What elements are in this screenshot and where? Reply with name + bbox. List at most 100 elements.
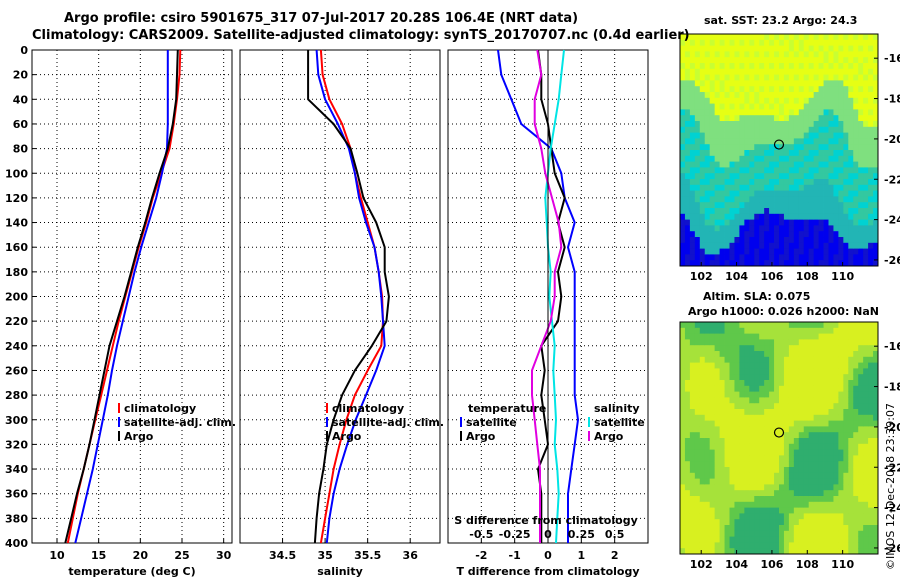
difference-xtick-label: -2 [475,549,487,562]
salinity-diff-tick-label: -0.25 [499,528,531,541]
sla-lat-label: -18 [884,381,900,394]
salinity-xtick-label: 36 [403,549,419,562]
sla-lon-label: 102 [690,558,713,571]
depth-tick-label: 160 [5,241,28,254]
sst-map-title: sat. SST: 23.2 Argo: 24.3 [704,14,858,27]
sst-lon-label: 108 [796,270,819,283]
sst-lat-label: -26 [884,254,900,267]
sla-lat-label: -16 [884,340,900,353]
sst-lon-label: 110 [831,270,854,283]
depth-tick-label: 340 [5,463,28,476]
sla-lat-label: -24 [884,502,900,515]
sla-lon-label: 104 [725,558,748,571]
sst-map-frame [679,33,879,267]
depth-tick-label: 180 [5,266,28,279]
sla-lat-label: -20 [884,421,900,434]
depth-tick-label: 360 [5,488,28,501]
salinity-series-satellite-adj-clim- [315,49,386,544]
temperature-xtick-label: 10 [49,549,65,562]
sst-lon-label: 104 [725,270,748,283]
sla-map [680,322,879,555]
depth-tick-label: 0 [20,44,28,57]
depth-tick-label: 100 [5,167,28,180]
salinity-xtick-label: 35 [317,549,332,562]
temperature-series-argo [64,49,179,544]
sla-argo-marker [773,427,785,438]
salinity-diff-axis-label: S difference from climatology [454,514,638,527]
sla-lon-label: 110 [831,558,854,571]
sla-map-frame [679,321,879,555]
tdiff-legend-label: Argo [466,430,496,443]
depth-tick-label: 380 [5,512,28,525]
salinity-diff-tick-label: -0.5 [469,528,493,541]
temperature-xtick-label: 20 [133,549,149,562]
temperature-legend-label: satellite-adj. clim. [124,416,236,429]
temperature-xtick-label: 25 [174,549,189,562]
sdiff-legend-label: satellite [594,416,645,429]
depth-tick-label: 120 [5,192,28,205]
temperature-legend-label: Argo [124,430,154,443]
difference-xtick-label: 1 [578,549,586,562]
salinity-legend-label: satellite-adj. clim. [332,416,444,429]
depth-tick-label: 400 [5,537,28,550]
salinity-xtick-label: 35.5 [354,549,381,562]
imos-stamp: ©IMOS 12-Dec-2018 23:39:07 [884,403,897,570]
depth-tick-label: 280 [5,389,28,402]
sst-lat-label: -18 [884,93,900,106]
difference-series-temperature-satellite [497,49,579,543]
salinity-legend-label: Argo [332,430,362,443]
salinity-series-argo [307,50,390,544]
depth-tick-label: 140 [5,217,28,230]
difference-series-salinity-argo [531,49,563,543]
difference-xtick-label: -1 [509,549,521,562]
sst-lat-label: -20 [884,133,900,146]
salinity-series-climatology [319,49,384,544]
depth-tick-label: 40 [13,93,29,106]
depth-tick-label: 300 [5,414,28,427]
sla-lat-label: -26 [884,542,900,555]
sla-map-subtitle: Argo h1000: 0.026 h2000: NaN [688,305,880,318]
sla-lat-label: -22 [884,461,900,474]
temp-legend-title: temperature [468,402,546,415]
difference-xtick-label: 0 [544,549,552,562]
sal-legend-title: salinity [594,402,640,415]
sdiff-legend-label: Argo [594,430,624,443]
temperature-xtick-label: 15 [91,549,106,562]
salinity-diff-tick-label: 0.5 [605,528,625,541]
sst-lat-label: -22 [884,173,900,186]
sla-lon-label: 106 [760,558,783,571]
depth-tick-label: 60 [13,118,29,131]
difference-xtick-label: 2 [611,549,619,562]
tdiff-legend-label: satellite [466,416,517,429]
sla-map-title: Altim. SLA: 0.075 [703,290,811,303]
depth-tick-label: 320 [5,438,28,451]
temperature-xlabel: temperature (deg C) [68,565,195,578]
sst-argo-marker [773,139,785,150]
depth-tick-label: 200 [5,291,28,304]
sst-lon-label: 106 [760,270,783,283]
difference-series-salinity-satellite [544,49,565,544]
salinity-xlabel: salinity [317,565,363,578]
figure-title-line2: Climatology: CARS2009. Satellite-adjuste… [32,28,690,43]
depth-tick-label: 240 [5,340,28,353]
salinity-diff-tick-label: 0.25 [568,528,595,541]
sst-lat-label: -16 [884,52,900,65]
salinity-legend-label: climatology [332,402,404,415]
temperature-xtick-label: 30 [216,549,232,562]
depth-tick-label: 220 [5,315,28,328]
sst-lon-label: 102 [690,270,713,283]
salinity-frame [239,49,441,544]
sst-map [680,34,879,267]
sla-lon-label: 108 [796,558,819,571]
temperature-series-satellite-adj-clim- [74,50,169,544]
depth-tick-label: 260 [5,364,28,377]
temperature-legend-label: climatology [124,402,196,415]
difference-series-temperature-argo [537,49,566,543]
depth-tick-label: 80 [13,143,29,156]
depth-tick-label: 20 [13,69,29,82]
difference-xlabel: T difference from climatology [456,565,639,578]
figure-title-line1: Argo profile: csiro 5901675_317 07-Jul-2… [64,11,579,26]
salinity-diff-tick-label: 0 [544,528,552,541]
salinity-xtick-label: 34.5 [269,549,296,562]
